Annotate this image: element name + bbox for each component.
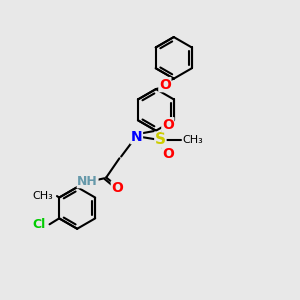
Text: O: O xyxy=(162,148,174,161)
Text: O: O xyxy=(111,181,123,195)
Text: Cl: Cl xyxy=(33,218,46,231)
Text: CH₃: CH₃ xyxy=(33,191,53,201)
Text: O: O xyxy=(159,78,171,92)
Text: O: O xyxy=(162,118,174,132)
Text: N: N xyxy=(131,130,142,144)
Text: S: S xyxy=(155,132,166,147)
Text: CH₃: CH₃ xyxy=(183,135,203,145)
Text: NH: NH xyxy=(77,175,98,188)
